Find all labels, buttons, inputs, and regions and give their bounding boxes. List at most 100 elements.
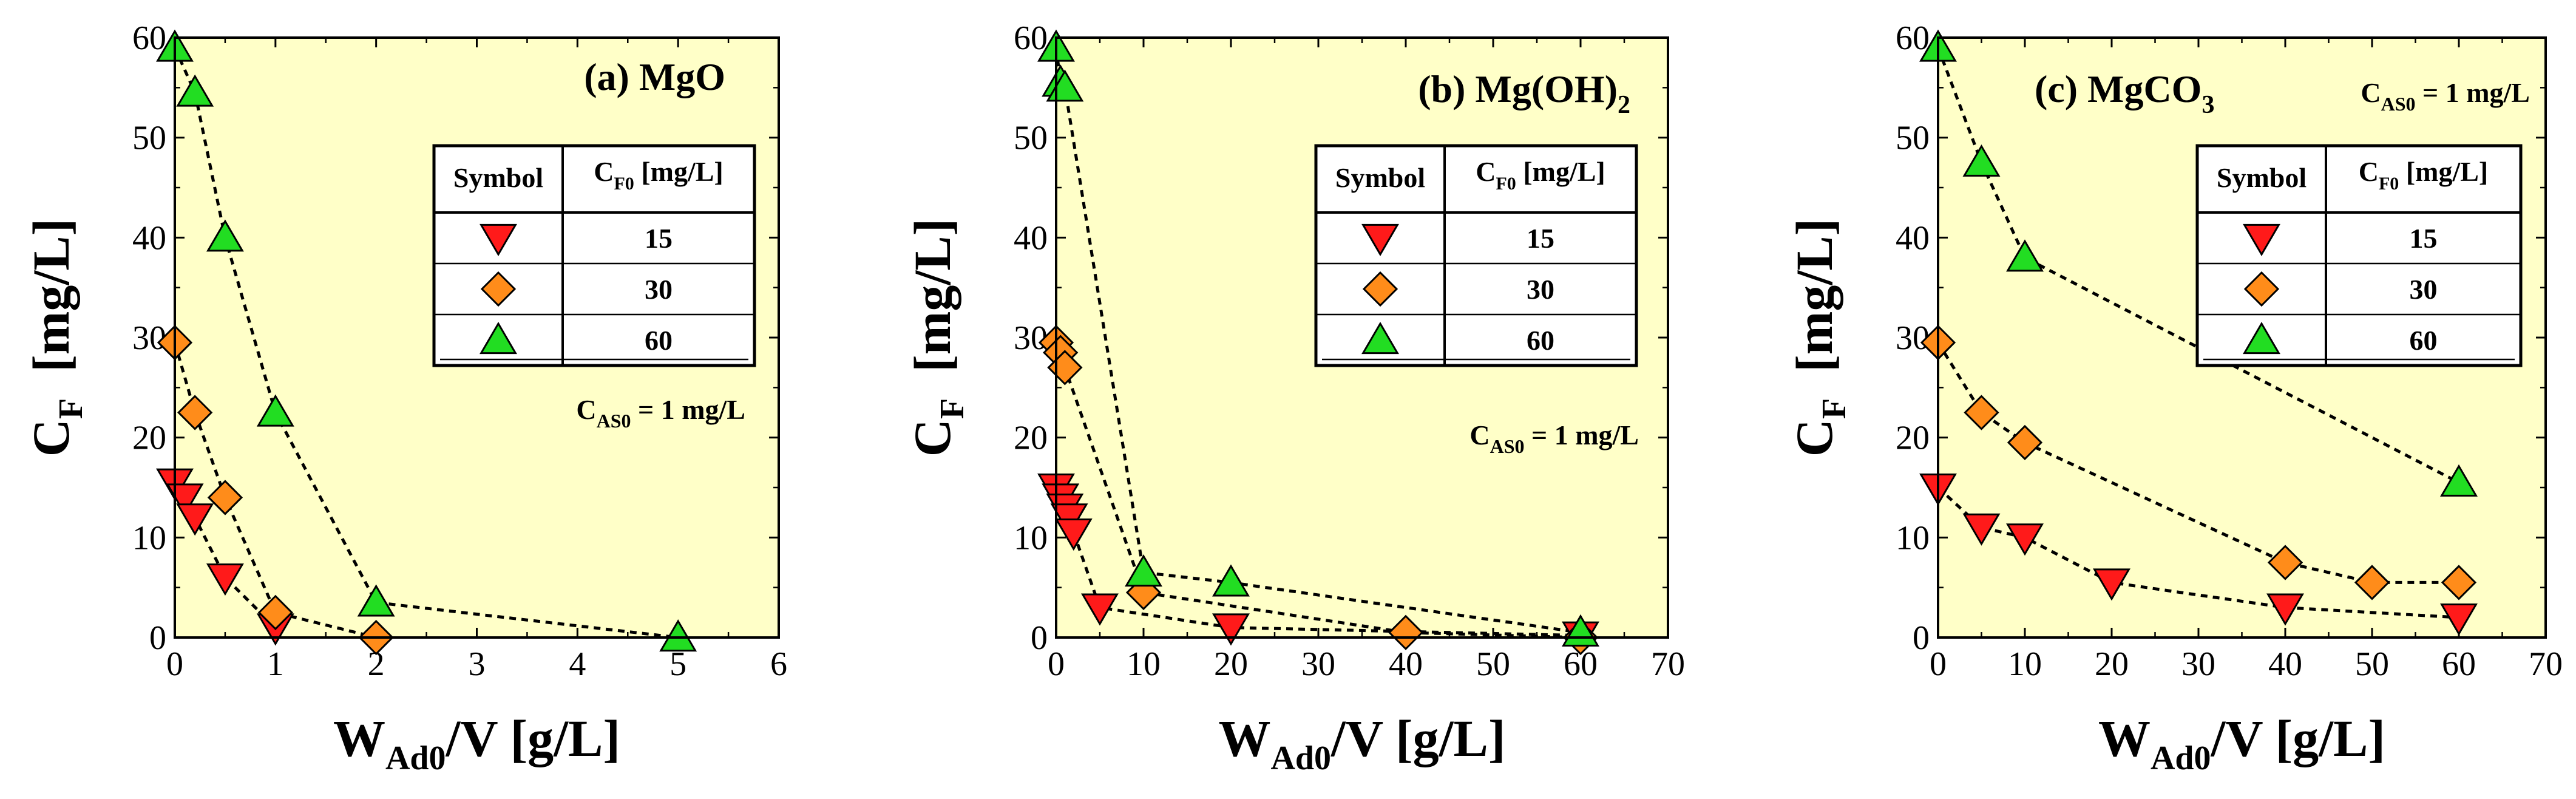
plot-frame <box>174 36 780 639</box>
y-tick-label: 20 <box>1014 420 1048 457</box>
series-line-60 <box>1936 47 2460 484</box>
condition-note: CAS0 = 1 mg/L <box>576 394 745 432</box>
legend-header-cf0: CF0 [mg/L] <box>2359 156 2488 194</box>
data-point-30 <box>2441 565 2477 600</box>
y-axis-label: CF [mg/L] <box>1785 219 1853 457</box>
x-tick-label: 50 <box>1476 645 1510 683</box>
x-tick-label: 1 <box>267 645 284 683</box>
y-tick-label: 0 <box>1031 619 1048 657</box>
data-point-60 <box>1962 144 2001 177</box>
y-tick-label: 0 <box>149 619 166 657</box>
legend-marker-15 <box>480 223 517 256</box>
legend-value: 60 <box>1527 325 1554 356</box>
condition-note: CAS0 = 1 mg/L <box>2361 77 2530 115</box>
legend-value: 60 <box>2410 325 2438 356</box>
data-point-30 <box>2267 545 2303 580</box>
x-tick-label: 4 <box>569 645 586 683</box>
panel-title: (a) MgO <box>584 55 725 98</box>
data-point-60 <box>206 219 244 252</box>
condition-note: CAS0 = 1 mg/L <box>1469 420 1639 457</box>
x-tick-label: 30 <box>2181 645 2215 683</box>
x-axis-label: WAd0/V [g/L] <box>333 709 620 777</box>
x-tick-label: 0 <box>1048 645 1065 683</box>
data-point-15 <box>2266 593 2304 626</box>
y-tick-label: 20 <box>1896 420 1930 457</box>
data-point-15 <box>206 563 244 596</box>
plot-frame <box>1055 36 1669 639</box>
legend-frame <box>1314 144 1638 367</box>
data-point-15 <box>1081 593 1119 626</box>
y-tick-label: 10 <box>1014 519 1048 557</box>
x-tick-label: 70 <box>1651 645 1685 683</box>
legend-table: Symbol CF0 [mg/L] 15 30 60 <box>432 144 756 367</box>
y-tick-label: 0 <box>1913 619 1930 657</box>
x-tick-label: 70 <box>2529 645 2563 683</box>
legend-marker-60 <box>2243 322 2280 355</box>
y-tick-label: 60 <box>1014 19 1048 57</box>
legend-table: Symbol CF0 [mg/L] 15 30 60 <box>1314 144 1638 367</box>
data-point-60 <box>2440 464 2478 497</box>
legend-marker-30 <box>1362 271 1398 307</box>
data-point-30 <box>2354 565 2390 600</box>
x-tick-label: 0 <box>1930 645 1947 683</box>
data-point-15 <box>2006 523 2044 556</box>
y-tick-label: 40 <box>1896 219 1930 257</box>
chart-panel-3: 0 10 20 30 40 50 60 70 0 10 20 30 40 50 60 WAd0/V [g/L]… <box>1785 19 2563 777</box>
data-point-60 <box>176 74 214 107</box>
y-tick-label: 30 <box>1014 319 1048 357</box>
legend-value: 30 <box>2410 274 2438 305</box>
x-tick-label: 5 <box>669 645 686 683</box>
data-point-15 <box>2093 568 2130 601</box>
legend-value: 60 <box>645 325 673 356</box>
panel-title: (b) Mg(OH)2 <box>1418 67 1630 119</box>
legend-value: 15 <box>2410 223 2438 254</box>
legend-frame <box>432 144 756 367</box>
legend-marker-15 <box>2243 223 2280 256</box>
series-line-30 <box>1054 342 1581 639</box>
legend-header-cf0: CF0 [mg/L] <box>1476 156 1605 194</box>
legend-table: Symbol CF0 [mg/L] 15 30 60 <box>2195 144 2523 367</box>
x-tick-label: 0 <box>166 645 183 683</box>
x-tick-label: 10 <box>1127 645 1161 683</box>
data-point-60 <box>1212 564 1250 597</box>
y-tick-label: 40 <box>1014 219 1048 257</box>
data-point-15 <box>166 483 204 516</box>
x-tick-label: 20 <box>2095 645 2129 683</box>
legend-header-cf0: CF0 [mg/L] <box>594 156 723 194</box>
y-axis-label: CF [mg/L] <box>903 219 971 457</box>
y-tick-label: 50 <box>1896 120 1930 157</box>
data-point-15 <box>1962 513 2001 546</box>
data-point-15 <box>1054 518 1093 551</box>
y-tick-label: 30 <box>132 319 166 357</box>
data-point-30 <box>1964 395 1999 430</box>
x-axis-label: WAd0/V [g/L] <box>1218 709 1505 777</box>
panel-title: (c) MgCO3 <box>2035 67 2214 119</box>
x-tick-label: 50 <box>2355 645 2389 683</box>
x-tick-label: 60 <box>2442 645 2476 683</box>
legend-marker-30 <box>480 271 517 307</box>
chart-panel-2: 0 10 20 30 40 50 60 70 0 10 20 30 40 50 60 WAd0/V [g/L]… <box>903 19 1685 777</box>
legend-value: 15 <box>645 223 673 254</box>
data-point-60 <box>357 584 395 617</box>
y-tick-label: 50 <box>132 120 166 157</box>
x-tick-label: 40 <box>1389 645 1423 683</box>
data-point-15 <box>2440 603 2478 636</box>
y-tick-label: 10 <box>1896 519 1930 557</box>
y-axis-label: CF [mg/L] <box>22 219 90 457</box>
x-tick-label: 40 <box>2268 645 2302 683</box>
data-point-30 <box>1388 614 1424 650</box>
data-point-30 <box>257 594 293 630</box>
legend-value: 30 <box>645 274 673 305</box>
x-tick-label: 3 <box>469 645 486 683</box>
data-point-60 <box>1125 554 1162 587</box>
y-tick-label: 60 <box>132 19 166 57</box>
data-point-30 <box>2007 424 2043 461</box>
data-point-60 <box>659 619 697 652</box>
data-point-30 <box>177 395 213 430</box>
legend-header-symbol: Symbol <box>2217 162 2307 193</box>
y-tick-label: 20 <box>132 420 166 457</box>
legend-frame <box>2195 144 2523 367</box>
legend-header-symbol: Symbol <box>453 162 543 193</box>
